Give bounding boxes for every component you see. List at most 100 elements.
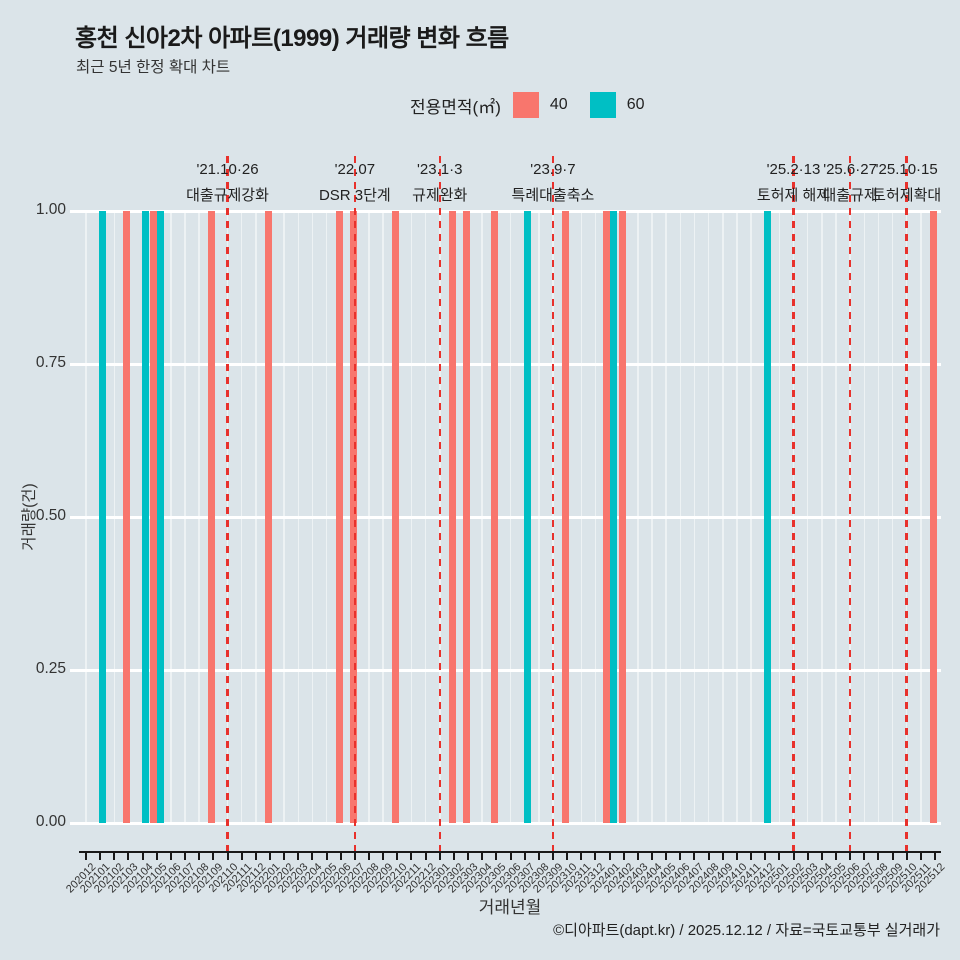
- x-tick-202408: [707, 852, 710, 860]
- annotation-line-202301: [438, 156, 441, 858]
- x-tick-202305: [495, 852, 498, 860]
- x-tick-202209: [382, 852, 385, 860]
- legend-title: 전용면적(㎡): [410, 97, 501, 117]
- legend-item-40: 40: [512, 92, 576, 118]
- x-tick-202409: [721, 852, 724, 860]
- y-gridline-0.75: [79, 362, 941, 366]
- x-tick-202308: [537, 852, 540, 860]
- bar-202401-40: [602, 211, 610, 823]
- bar-202402-40: [618, 211, 626, 823]
- annotation-date-202301: '23.1·3: [417, 161, 463, 178]
- y-tick-label-0.50: 0.50: [35, 507, 66, 524]
- x-tick-202204: [311, 852, 314, 860]
- x-tick-202507: [863, 852, 866, 860]
- bar-202310-40: [562, 211, 570, 823]
- x-tick-202306: [509, 852, 512, 860]
- x-tick-202205: [325, 852, 328, 860]
- x-tick-202405: [665, 852, 668, 860]
- y-tick-label-0.00: 0.00: [35, 813, 66, 830]
- annotation-line-202110: [226, 156, 229, 858]
- annotation-label-202110: 대출규제강화: [186, 187, 269, 204]
- annotation-date-202510: '25.10·15: [875, 161, 938, 178]
- legend: 전용면적(㎡) 40 60: [410, 92, 666, 118]
- y-tick-label-0.25: 0.25: [35, 660, 66, 677]
- legend-item-40-label: 40: [549, 96, 568, 113]
- x-tick-202104: [141, 852, 144, 860]
- annotation-line-202506: [848, 156, 852, 858]
- x-tick-202510: [905, 852, 908, 860]
- x-tick-202107: [184, 852, 187, 860]
- x-tick-202105: [155, 852, 158, 860]
- x-tick-202302: [452, 852, 455, 860]
- x-tick-202401: [608, 852, 611, 860]
- x-tick-202402: [622, 852, 625, 860]
- y-gridline-1.00: [79, 209, 941, 213]
- y-tick-0.00: [70, 821, 82, 825]
- annotation-date-202506: '25.6·27: [823, 161, 877, 178]
- x-tick-202312: [594, 852, 597, 860]
- bar-202105-60: [156, 211, 164, 823]
- x-tick-202102: [113, 852, 116, 860]
- bar-202303-40: [463, 211, 471, 823]
- annotation-line-202207: [353, 156, 357, 858]
- bar-202104-60: [141, 211, 149, 823]
- page-subtitle: 최근 5년 한정 확대 차트: [76, 59, 231, 76]
- x-tick-202203: [297, 852, 300, 860]
- x-tick-202211: [410, 852, 413, 860]
- y-tick-label-1.00: 1.00: [35, 201, 66, 218]
- annotation-label-202510: 토허제확대: [872, 187, 942, 204]
- x-tick-202201: [268, 852, 271, 860]
- legend-swatch-40-icon: [512, 92, 539, 118]
- y-tick-1.00: [70, 209, 82, 213]
- x-tick-202206: [339, 852, 342, 860]
- x-tick-202207: [353, 852, 356, 860]
- bar-202109-40: [208, 211, 216, 823]
- x-tick-202106: [169, 852, 172, 860]
- annotation-date-202110: '21.10·26: [196, 161, 259, 178]
- bar-202101-60: [99, 211, 107, 823]
- annotation-label-202506: 대출규제: [822, 187, 878, 204]
- x-tick-202202: [283, 852, 286, 860]
- y-gridline-0.00: [79, 821, 941, 825]
- annotation-label-202207: DSR 3단계: [318, 187, 391, 204]
- annotation-date-202309: '23.9·7: [530, 161, 576, 178]
- x-tick-202503: [806, 852, 809, 860]
- x-tick-202410: [735, 852, 738, 860]
- bar-202105-40: [149, 211, 157, 823]
- x-tick-202208: [368, 852, 370, 860]
- x-tick-202303: [467, 852, 470, 860]
- x-tick-202109: [212, 852, 215, 860]
- x-tick-202307: [523, 852, 526, 860]
- x-tick-202310: [566, 852, 569, 860]
- annotation-line-202510: [905, 156, 908, 858]
- x-tick-202304: [481, 852, 484, 860]
- x-axis-line: [79, 851, 941, 853]
- annotation-label-202502: 토허제 해제: [756, 187, 831, 204]
- annotation-line-202502: [792, 156, 795, 858]
- y-gridline-0.25: [79, 668, 941, 672]
- bar-202201-40: [264, 211, 272, 823]
- x-tick-202112: [254, 852, 257, 860]
- page-title: 홍천 신아2차 아파트(1999) 거래량 변화 흐름: [75, 25, 509, 52]
- x-tick-202411: [750, 852, 753, 860]
- x-tick-202108: [198, 852, 201, 860]
- y-tick-0.25: [70, 668, 82, 672]
- bar-202305-40: [491, 211, 499, 823]
- legend-item-60-label: 60: [626, 96, 645, 113]
- x-tick-202301: [438, 852, 441, 860]
- bar-202401-60: [609, 211, 617, 823]
- annotation-label-202301: 규제완화: [412, 187, 468, 204]
- y-axis-title: 거래량(건): [21, 483, 38, 551]
- x-tick-202508: [877, 852, 880, 860]
- x-tick-202511: [919, 852, 922, 860]
- legend-item-60: 60: [589, 92, 653, 118]
- x-tick-202111: [240, 852, 243, 860]
- bar-202512-40: [930, 211, 937, 823]
- x-tick-202505: [834, 852, 837, 860]
- bar-202206-40: [335, 211, 343, 823]
- x-tick-202412: [764, 852, 767, 860]
- x-tick-202504: [820, 852, 823, 860]
- annotation-line-202309: [551, 156, 555, 858]
- bar-202302-40: [448, 211, 456, 823]
